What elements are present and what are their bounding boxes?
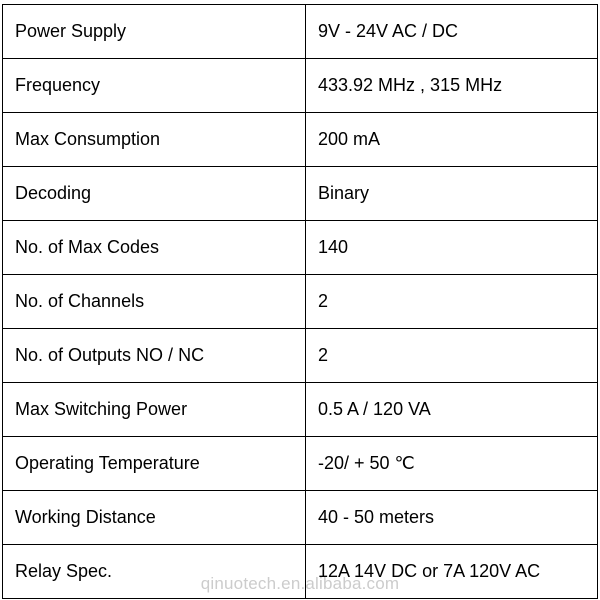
- table-row: No. of Outputs NO / NC 2: [3, 329, 598, 383]
- table-row: No. of Channels 2: [3, 275, 598, 329]
- spec-label: Operating Temperature: [3, 437, 306, 491]
- spec-value: 140: [306, 221, 598, 275]
- spec-table: Power Supply 9V - 24V AC / DC Frequency …: [2, 4, 598, 599]
- table-row: Max Consumption 200 mA: [3, 113, 598, 167]
- table-row: Relay Spec. 12A 14V DC or 7A 120V AC: [3, 545, 598, 599]
- table-row: Power Supply 9V - 24V AC / DC: [3, 5, 598, 59]
- table-row: No. of Max Codes 140: [3, 221, 598, 275]
- spec-label: No. of Outputs NO / NC: [3, 329, 306, 383]
- spec-value: 12A 14V DC or 7A 120V AC: [306, 545, 598, 599]
- spec-value: 0.5 A / 120 VA: [306, 383, 598, 437]
- spec-label: Decoding: [3, 167, 306, 221]
- spec-value: -20/ + 50 ℃: [306, 437, 598, 491]
- spec-value: Binary: [306, 167, 598, 221]
- spec-value: 9V - 24V AC / DC: [306, 5, 598, 59]
- spec-label: Frequency: [3, 59, 306, 113]
- spec-label: Max Switching Power: [3, 383, 306, 437]
- table-row: Working Distance 40 - 50 meters: [3, 491, 598, 545]
- spec-label: No. of Max Codes: [3, 221, 306, 275]
- spec-value: 2: [306, 275, 598, 329]
- spec-label: Relay Spec.: [3, 545, 306, 599]
- spec-label: Power Supply: [3, 5, 306, 59]
- spec-label: No. of Channels: [3, 275, 306, 329]
- spec-value: 200 mA: [306, 113, 598, 167]
- spec-value: 40 - 50 meters: [306, 491, 598, 545]
- spec-label: Working Distance: [3, 491, 306, 545]
- table-row: Max Switching Power 0.5 A / 120 VA: [3, 383, 598, 437]
- table-row: Operating Temperature -20/ + 50 ℃: [3, 437, 598, 491]
- table-row: Frequency 433.92 MHz , 315 MHz: [3, 59, 598, 113]
- spec-value: 2: [306, 329, 598, 383]
- spec-label: Max Consumption: [3, 113, 306, 167]
- spec-table-wrap: Power Supply 9V - 24V AC / DC Frequency …: [0, 0, 600, 600]
- table-row: Decoding Binary: [3, 167, 598, 221]
- spec-table-body: Power Supply 9V - 24V AC / DC Frequency …: [3, 5, 598, 599]
- spec-value: 433.92 MHz , 315 MHz: [306, 59, 598, 113]
